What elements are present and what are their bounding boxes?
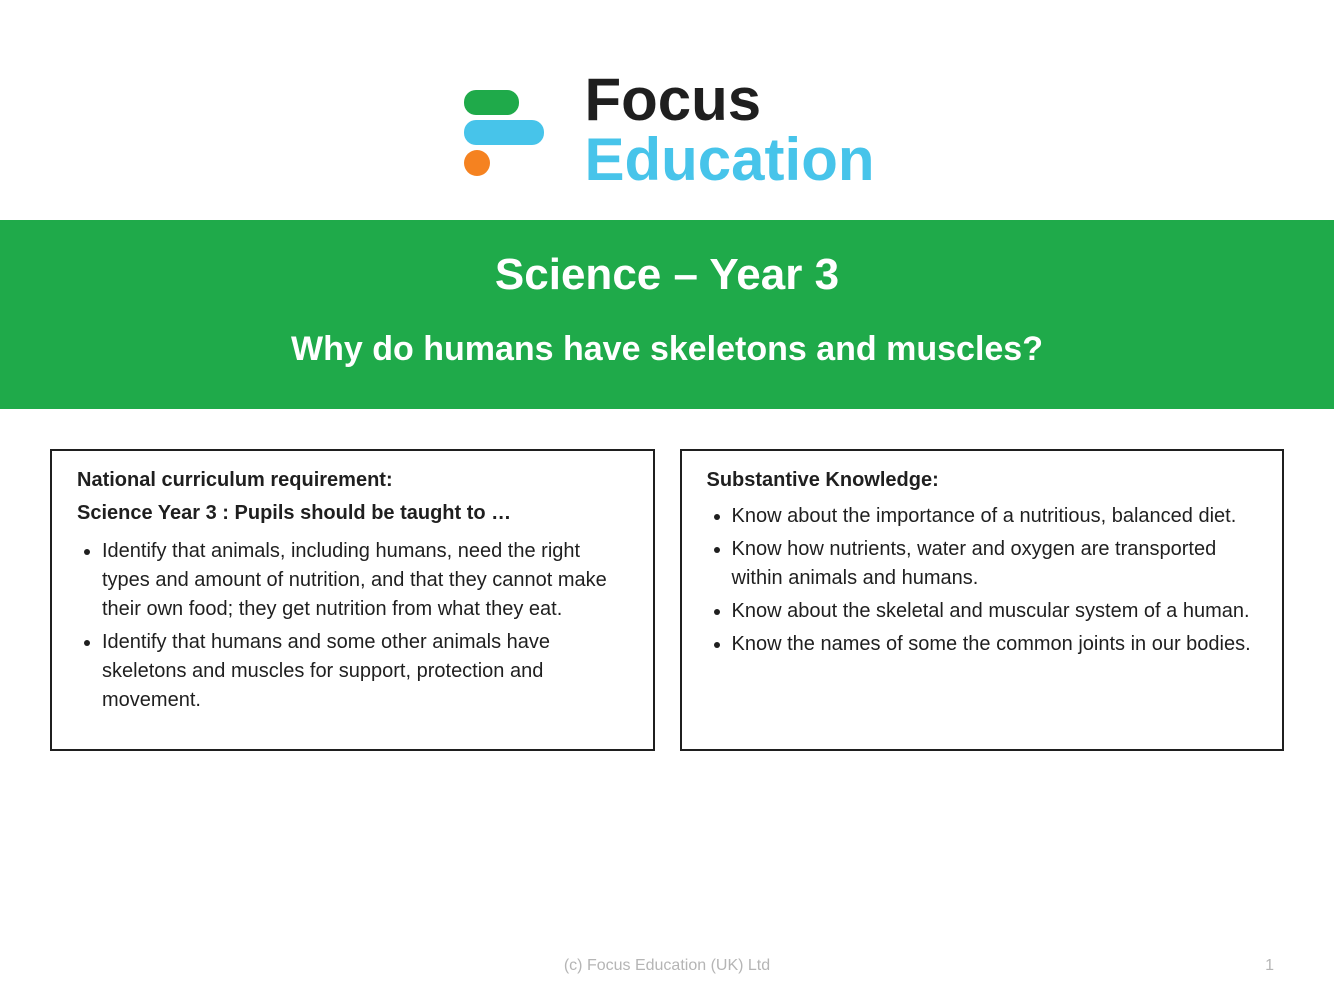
- footer-copyright: (c) Focus Education (UK) Ltd: [0, 957, 1334, 975]
- left-box-subheading: Science Year 3 : Pupils should be taught…: [77, 502, 628, 525]
- list-item: Identify that humans and some other anim…: [102, 628, 628, 715]
- band-subtitle: Why do humans have skeletons and muscles…: [0, 330, 1334, 369]
- list-item: Know about the skeletal and muscular sys…: [732, 597, 1258, 626]
- logo-text: Focus Education: [584, 70, 874, 190]
- logo-word-top: Focus: [584, 70, 874, 130]
- logo-word-bottom: Education: [584, 130, 874, 190]
- list-item: Know about the importance of a nutritiou…: [732, 502, 1258, 531]
- list-item: Identify that animals, including humans,…: [102, 537, 628, 624]
- band-title: Science – Year 3: [0, 250, 1334, 300]
- logo-area: Focus Education: [0, 0, 1334, 220]
- logo-mark-icon: [459, 75, 569, 185]
- page-number: 1: [1265, 957, 1274, 975]
- title-band: Science – Year 3 Why do humans have skel…: [0, 220, 1334, 409]
- left-box-heading: National curriculum requirement:: [77, 469, 628, 492]
- list-item: Know how nutrients, water and oxygen are…: [732, 535, 1258, 593]
- left-box-list: Identify that animals, including humans,…: [77, 537, 628, 715]
- right-box-heading: Substantive Knowledge:: [707, 469, 1258, 492]
- logo: Focus Education: [459, 70, 874, 190]
- left-box: National curriculum requirement: Science…: [50, 449, 655, 751]
- right-box: Substantive Knowledge: Know about the im…: [680, 449, 1285, 751]
- right-box-list: Know about the importance of a nutritiou…: [707, 502, 1258, 659]
- content-columns: National curriculum requirement: Science…: [0, 409, 1334, 751]
- list-item: Know the names of some the common joints…: [732, 630, 1258, 659]
